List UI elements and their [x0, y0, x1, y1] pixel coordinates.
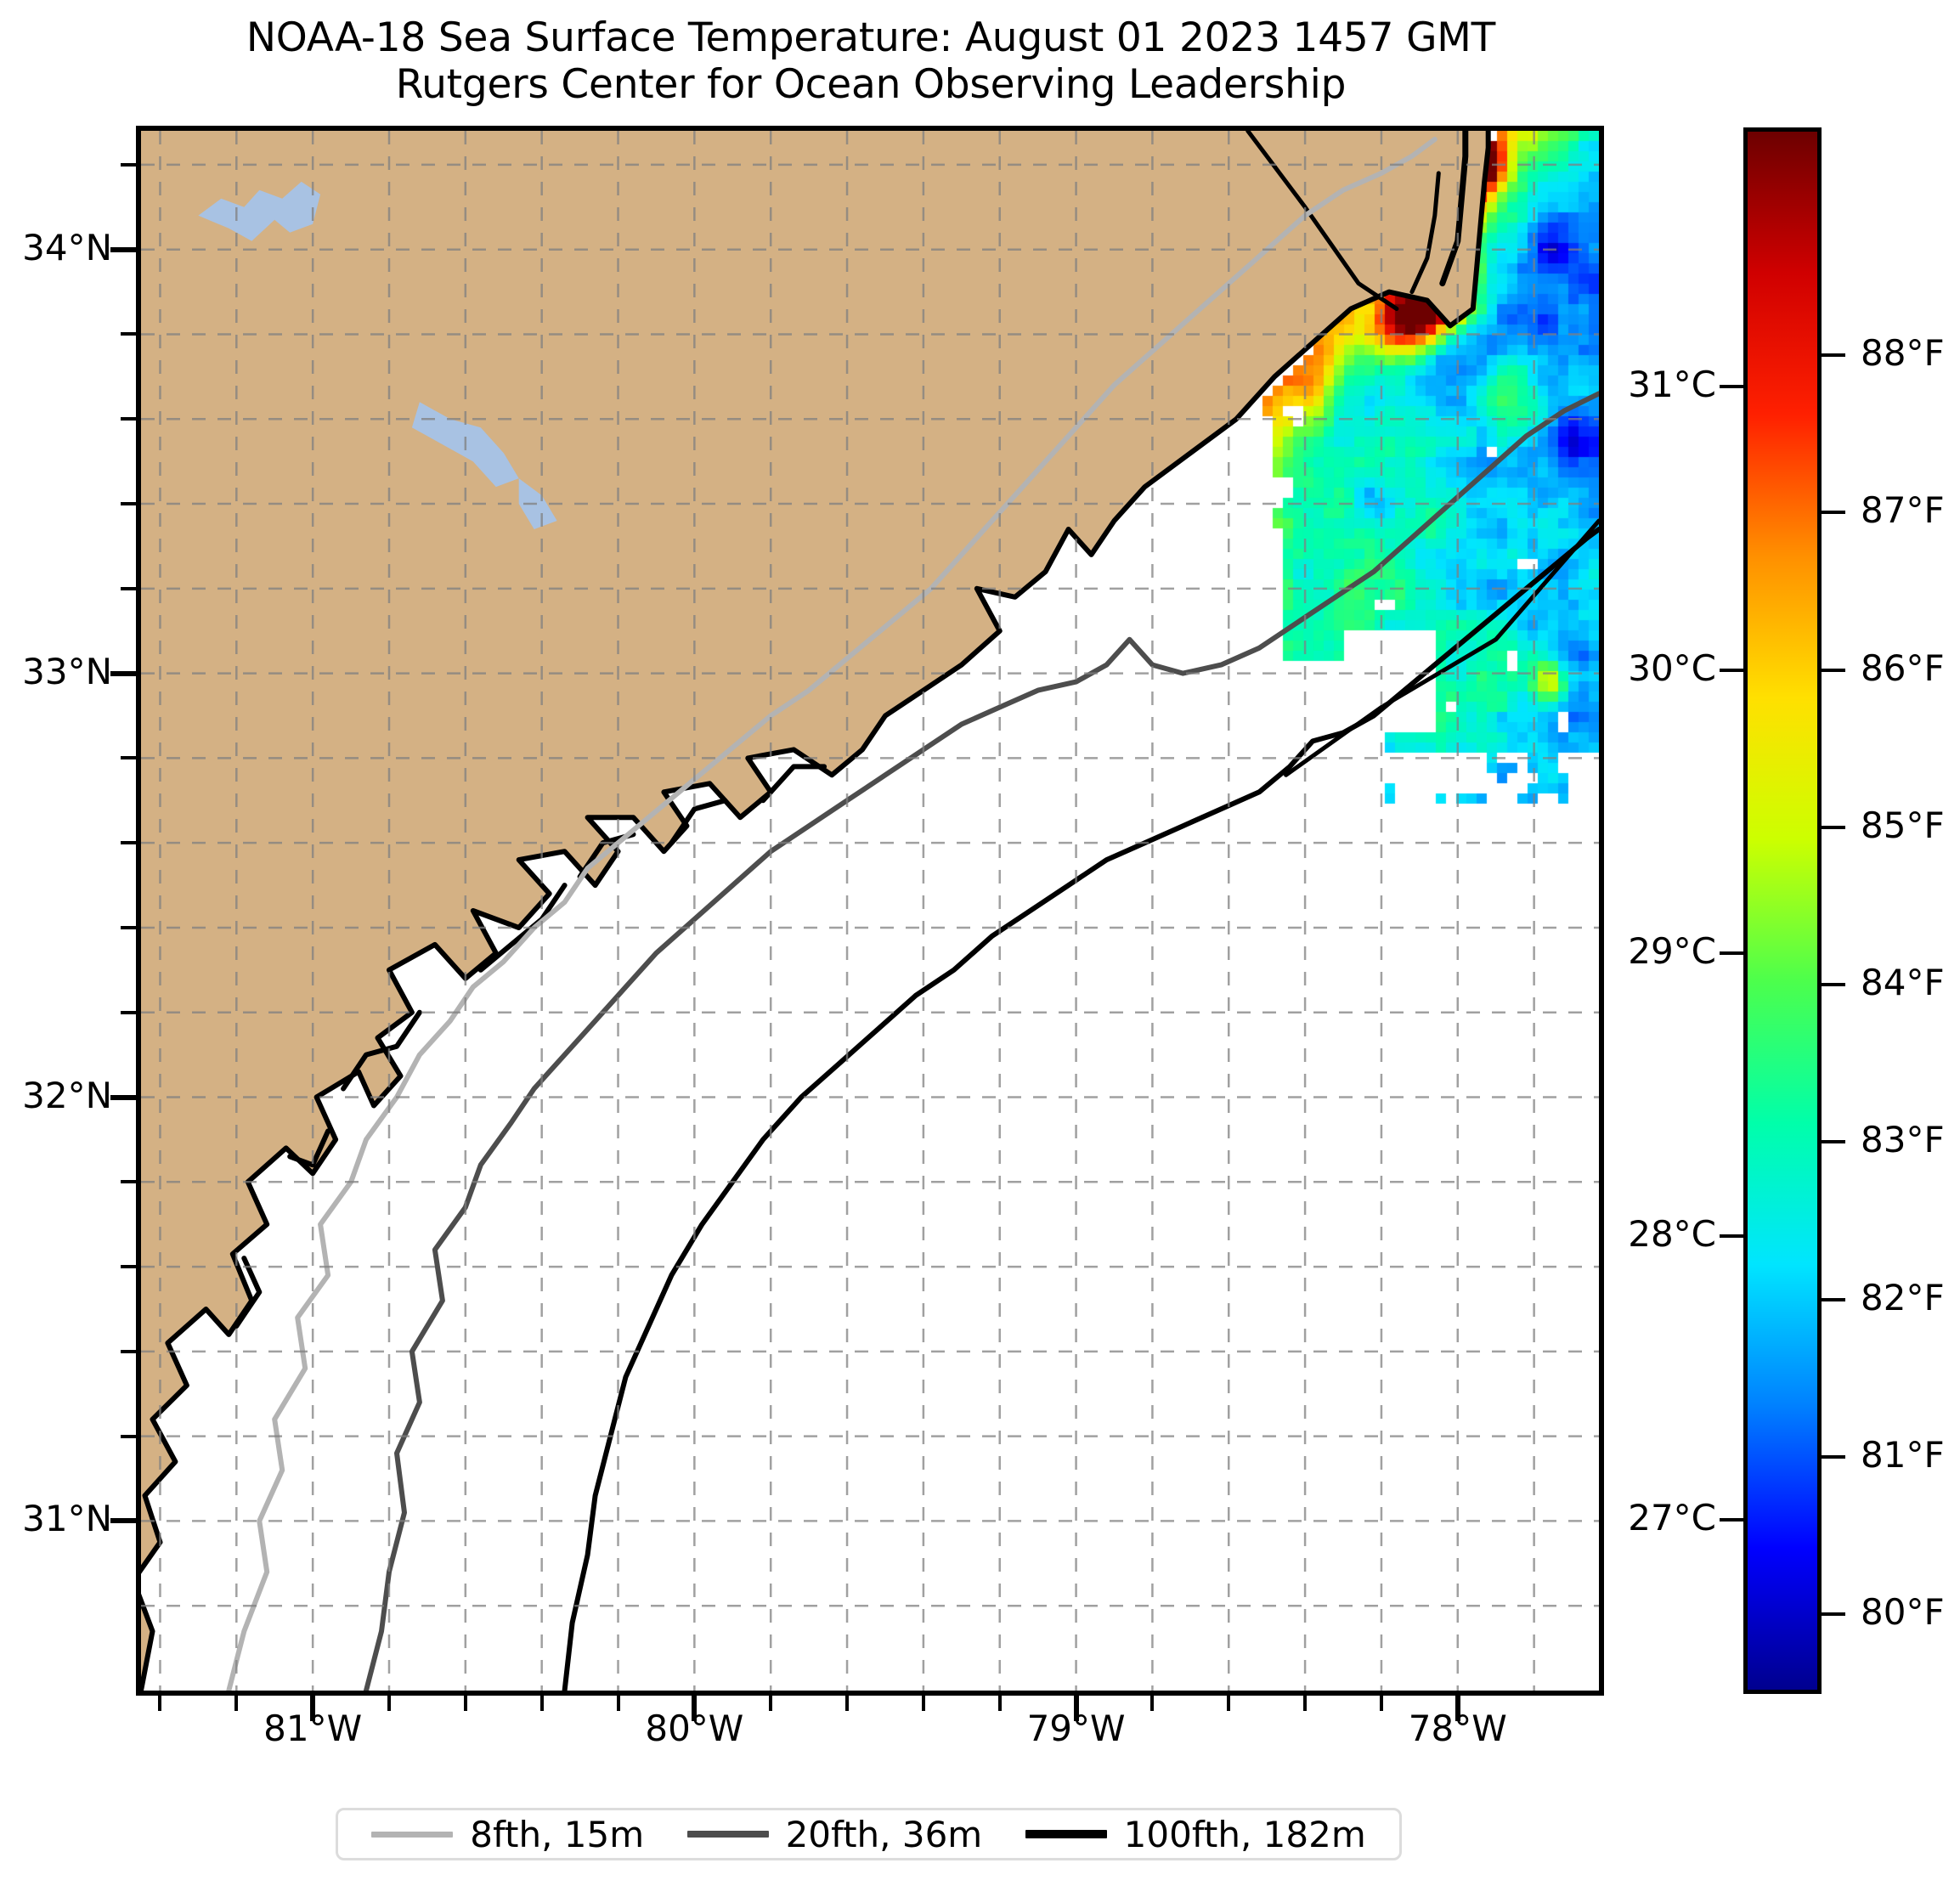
- tick-mark: [539, 1696, 544, 1711]
- legend-line-swatch: [371, 1831, 454, 1838]
- tick-mark: [845, 1696, 850, 1711]
- title-line-2: Rutgers Center for Ocean Observing Leade…: [395, 60, 1347, 108]
- legend-entry: 100fth, 182m: [1025, 1814, 1366, 1855]
- title-line-1: NOAA-18 Sea Surface Temperature: August …: [246, 14, 1496, 61]
- colorbar-tick: [1720, 951, 1743, 956]
- tick-mark: [110, 670, 136, 676]
- tick-mark: [1227, 1696, 1231, 1711]
- legend-label: 8fth, 15m: [470, 1813, 645, 1855]
- colorbar-gradient: [1748, 132, 1817, 1690]
- colorbar-tick: [1822, 353, 1845, 358]
- colorbar-tick: [1822, 1140, 1845, 1144]
- colorbar-celsius-label: 30°C: [1628, 646, 1716, 689]
- colorbar-fahrenheit-label: 85°F: [1861, 804, 1945, 846]
- tick-mark: [1454, 1696, 1460, 1721]
- tick-mark: [110, 1094, 136, 1100]
- tick-mark: [121, 1265, 136, 1269]
- colorbar-fahrenheit-label: 83°F: [1861, 1119, 1945, 1161]
- colorbar-tick: [1822, 983, 1845, 987]
- tick-mark: [121, 756, 136, 760]
- tick-mark: [1150, 1696, 1155, 1711]
- tick-mark: [121, 1010, 136, 1014]
- colorbar-fahrenheit-label: 81°F: [1861, 1433, 1945, 1476]
- map-canvas-layer: [141, 131, 1599, 1691]
- sst-raster: [141, 131, 1599, 1691]
- colorbar-fahrenheit-label: 88°F: [1861, 332, 1945, 375]
- colorbar: [1743, 127, 1822, 1694]
- tick-mark: [387, 1696, 391, 1711]
- colorbar-tick: [1822, 511, 1845, 515]
- chart-title-block: NOAA-18 Sea Surface Temperature: August …: [0, 14, 1742, 108]
- tick-mark: [921, 1696, 925, 1711]
- tick-mark: [1073, 1696, 1079, 1721]
- colorbar-fahrenheit-label: 86°F: [1861, 646, 1945, 689]
- tick-mark: [616, 1696, 620, 1711]
- tick-mark: [121, 417, 136, 421]
- legend-label: 100fth, 182m: [1123, 1813, 1366, 1855]
- legend-label: 20fth, 36m: [785, 1813, 983, 1855]
- legend-entry: 8fth, 15m: [371, 1814, 644, 1855]
- tick-mark: [121, 1434, 136, 1438]
- colorbar-celsius-label: 31°C: [1628, 364, 1716, 406]
- tick-mark: [769, 1696, 773, 1711]
- tick-mark: [121, 841, 136, 845]
- colorbar-tick: [1822, 1454, 1845, 1459]
- colorbar-fahrenheit-label: 82°F: [1861, 1276, 1945, 1318]
- colorbar-tick: [1822, 1612, 1845, 1617]
- tick-mark: [121, 1180, 136, 1184]
- tick-mark: [692, 1696, 698, 1721]
- y-tick-label: 34°N: [22, 226, 112, 268]
- sst-map-plot: [136, 126, 1604, 1696]
- y-tick-label: 32°N: [22, 1074, 112, 1116]
- y-tick-label: 31°N: [22, 1498, 112, 1540]
- tick-mark: [1303, 1696, 1308, 1711]
- colorbar-celsius-label: 27°C: [1628, 1496, 1716, 1538]
- tick-mark: [110, 246, 136, 252]
- colorbar-celsius-label: 29°C: [1628, 930, 1716, 973]
- legend-line-swatch: [1025, 1830, 1107, 1838]
- tick-mark: [121, 162, 136, 167]
- tick-mark: [121, 586, 136, 590]
- bathymetry-legend: 8fth, 15m 20fth, 36m 100fth, 182m: [336, 1808, 1402, 1860]
- legend-line-swatch: [686, 1831, 769, 1838]
- colorbar-fahrenheit-label: 84°F: [1861, 962, 1945, 1004]
- y-tick-label: 33°N: [22, 650, 112, 692]
- colorbar-fahrenheit-label: 87°F: [1861, 489, 1945, 532]
- colorbar-tick: [1720, 1517, 1743, 1522]
- tick-mark: [1379, 1696, 1383, 1711]
- tick-mark: [110, 1518, 136, 1524]
- colorbar-tick: [1822, 825, 1845, 829]
- tick-mark: [121, 332, 136, 336]
- colorbar-tick: [1720, 668, 1743, 672]
- colorbar-tick: [1720, 385, 1743, 389]
- colorbar-tick: [1822, 668, 1845, 672]
- colorbar-tick: [1720, 1234, 1743, 1239]
- tick-mark: [158, 1696, 162, 1711]
- legend-entry: 20fth, 36m: [686, 1813, 983, 1855]
- tick-mark: [121, 1349, 136, 1353]
- tick-mark: [121, 502, 136, 506]
- tick-mark: [310, 1696, 316, 1721]
- colorbar-tick: [1822, 1297, 1845, 1301]
- colorbar-celsius-label: 28°C: [1628, 1213, 1716, 1256]
- tick-mark: [997, 1696, 1002, 1711]
- tick-mark: [121, 925, 136, 929]
- tick-mark: [234, 1696, 239, 1711]
- colorbar-fahrenheit-label: 80°F: [1861, 1591, 1945, 1634]
- tick-mark: [463, 1696, 467, 1711]
